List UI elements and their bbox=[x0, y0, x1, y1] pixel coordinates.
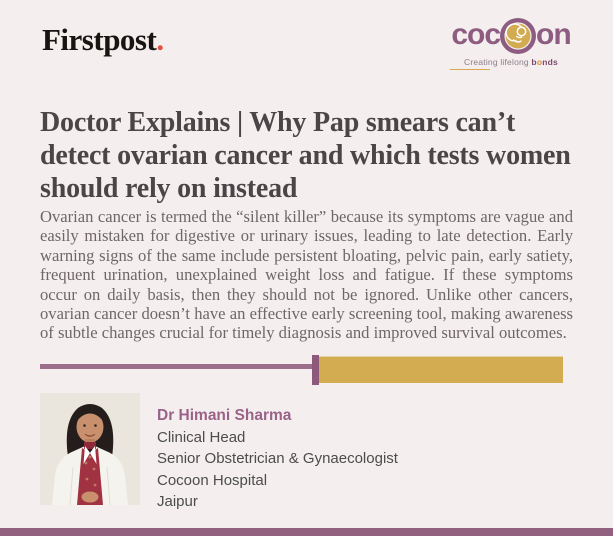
tagline-text-b: b bbox=[531, 57, 537, 67]
bottom-purple-bar bbox=[0, 528, 613, 536]
divider-purple-block bbox=[312, 355, 319, 385]
doctor-city: Jaipur bbox=[157, 493, 198, 510]
cocoon-wordmark: coc on bbox=[436, 17, 586, 55]
article-body: Ovarian cancer is termed the “silent kil… bbox=[40, 207, 573, 343]
article-headline: Doctor Explains | Why Pap smears can’t d… bbox=[40, 107, 571, 204]
divider-thin-purple-line bbox=[40, 364, 312, 369]
doctor-name: Dr Himani Sharma bbox=[157, 407, 292, 424]
cocoon-word-post: on bbox=[536, 17, 572, 51]
doctor-card: Dr Himani Sharma Clinical Head Senior Ob… bbox=[40, 393, 398, 513]
divider-gold-bar bbox=[319, 356, 563, 383]
firstpost-logo: Firstpost. bbox=[42, 24, 164, 55]
doctor-photo-illustration bbox=[40, 393, 140, 505]
tagline-text-gray: Creating lifelong bbox=[464, 57, 532, 67]
doctor-hospital: Cocoon Hospital bbox=[157, 471, 268, 489]
doctor-specialty: Senior Obstetrician & Gynaecologist bbox=[157, 450, 398, 467]
firstpost-logo-dot: . bbox=[156, 22, 164, 57]
doctor-info: Dr Himani Sharma Clinical Head Senior Ob… bbox=[157, 393, 398, 513]
cocoon-word-pre: coc bbox=[451, 17, 501, 51]
tagline-text-nds: nds bbox=[542, 57, 558, 67]
doctor-role: Clinical Head bbox=[157, 428, 246, 446]
cocoon-tagline: Creating lifelong bonds bbox=[436, 57, 586, 71]
firstpost-logo-text: Firstpost bbox=[42, 22, 157, 57]
tagline-underline bbox=[450, 69, 490, 71]
doctor-photo bbox=[40, 393, 140, 505]
cocoon-logo: coc on Creating lifelong bonds bbox=[436, 17, 586, 71]
tagline-text-o: o bbox=[536, 57, 543, 67]
fetus-in-circle-icon bbox=[500, 18, 537, 54]
